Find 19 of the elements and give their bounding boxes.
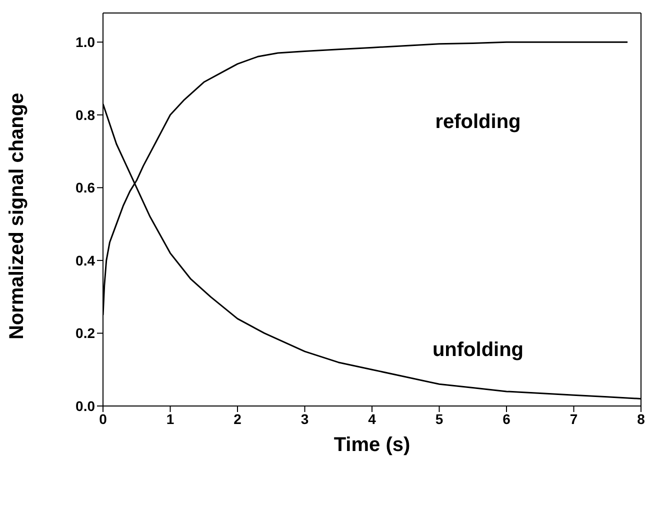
y-tick-label: 1.0 — [76, 34, 96, 50]
y-tick-label: 0.8 — [76, 106, 96, 123]
y-axis-title: Normalized signal change — [6, 92, 28, 340]
annotation: unfolding — [432, 339, 524, 361]
x-tick-label: 6 — [502, 410, 511, 427]
x-tick-label: 4 — [368, 410, 376, 427]
x-tick-label: 5 — [435, 410, 444, 427]
y-tick-label: 0.6 — [76, 180, 96, 196]
y-tick-label: 0.0 — [76, 398, 96, 414]
x-tick-label: 7 — [570, 410, 578, 427]
x-tick-label: 8 — [637, 410, 646, 427]
x-tick-label: 1 — [166, 410, 174, 427]
x-tick-label: 2 — [234, 410, 242, 427]
x-tick-label: 0 — [99, 410, 108, 427]
x-tick-label: 3 — [300, 410, 309, 427]
y-tick-label: 0.2 — [76, 325, 96, 342]
x-axis-title: Time (s) — [334, 434, 410, 456]
y-tick-label: 0.4 — [76, 252, 96, 268]
annotation: refolding — [435, 111, 521, 133]
